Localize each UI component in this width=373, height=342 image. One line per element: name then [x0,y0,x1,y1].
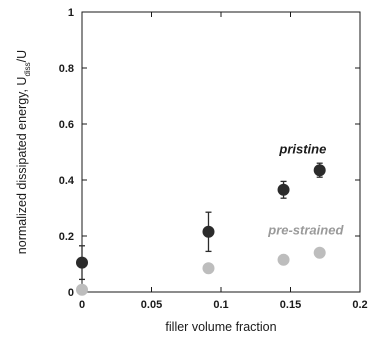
x-tick-label: 0.15 [280,299,301,311]
y-axis-title-sub: diss [23,62,32,76]
tick-labels: 0 0.05 0.1 0.15 0.2 0 0.2 0.4 0.6 0.8 1 [59,7,368,311]
ticks [81,11,361,293]
y-axis-title: normalized dissipated energy, Udiss/U [15,50,32,254]
data-point [313,164,326,177]
x-tick-label: 0.05 [141,299,162,311]
y-tick-label: 0 [68,287,74,299]
x-axis-title: filler volume fraction [165,320,276,334]
y-tick-label: 0.8 [59,63,74,75]
y-tick-label: 1 [68,7,74,19]
data-point [277,183,290,196]
series-label: pristine [278,141,326,156]
y-axis-title-tail: /U [15,50,29,63]
x-tick-label: 0.1 [213,299,228,311]
y-tick-label: 0.4 [59,175,75,187]
data-point [202,262,215,275]
data-point [76,256,88,269]
data-points [76,164,326,296]
data-point [202,225,215,238]
annotations: pristine pre-strained [267,141,344,237]
series-label: pre-strained [267,223,344,238]
x-tick-label: 0.2 [352,299,367,311]
data-point [76,283,88,296]
y-tick-label: 0.6 [59,119,74,131]
x-tick-label: 0 [79,299,85,311]
data-point [313,246,326,259]
y-axis-title-main: normalized dissipated energy, U [15,77,29,255]
data-point [277,253,290,266]
y-tick-label: 0.2 [59,231,74,243]
